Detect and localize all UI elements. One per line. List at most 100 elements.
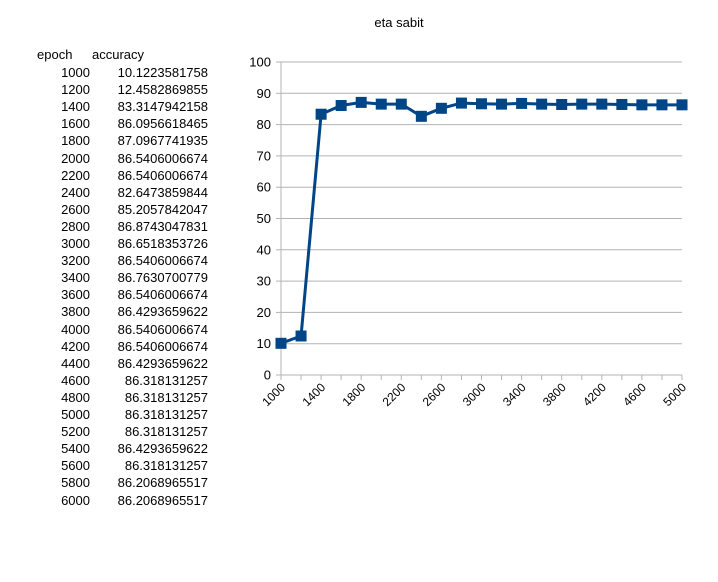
y-tick-label: 90: [257, 86, 271, 101]
data-point: [656, 99, 668, 111]
table-row: 5800 86.2068965517: [0, 475, 210, 492]
table-row: 3400 86.7630700779: [0, 270, 210, 287]
epoch-cell: 2200: [61, 167, 90, 183]
epoch-cell: 2800: [61, 218, 90, 234]
x-tick-label: 1800: [340, 380, 369, 409]
header-epoch: epoch: [37, 47, 73, 62]
epoch-cell: 1200: [61, 82, 90, 98]
data-point: [616, 98, 628, 110]
data-point: [335, 100, 347, 112]
table-row: 2200 86.5406006674: [0, 168, 210, 185]
accuracy-cell: 86.5406006674: [117, 321, 208, 337]
table-row: 5200 86.318131257: [0, 424, 210, 441]
data-point: [636, 99, 648, 111]
accuracy-cell: 86.4293659622: [117, 304, 208, 320]
table-row: 4200 86.5406006674: [0, 339, 210, 356]
header-accuracy: accuracy: [92, 47, 145, 62]
x-tick-label: 2600: [420, 380, 449, 409]
series-line: [280, 100, 682, 345]
epoch-cell: 1600: [61, 116, 90, 132]
table-row: 3000 86.6518353726: [0, 236, 210, 253]
table-row: 4400 86.4293659622: [0, 356, 210, 373]
epoch-cell: 3600: [61, 287, 90, 303]
table-row: 2000 86.5406006674: [0, 151, 210, 168]
accuracy-cell: 86.318131257: [124, 458, 208, 474]
y-tick-label: 0: [264, 368, 271, 383]
accuracy-cell: 83.3147942158: [117, 99, 208, 115]
y-tick-label: 10: [257, 336, 271, 351]
x-tick-label: 2200: [380, 380, 409, 409]
epoch-cell: 1000: [61, 65, 90, 80]
epoch-cell: 5400: [61, 441, 90, 457]
table-row: 1200 12.4582869855: [0, 82, 210, 99]
table-header: epoch accuracy: [0, 47, 210, 64]
x-tick-label: 1400: [299, 380, 328, 409]
accuracy-cell: 85.2057842047: [117, 201, 208, 217]
epoch-cell: 1400: [61, 99, 90, 115]
epoch-cell: 3000: [61, 236, 90, 251]
y-tick-label: 40: [257, 242, 271, 257]
table-row: 3200 86.5406006674: [0, 253, 210, 270]
accuracy-cell: 86.318131257: [124, 407, 208, 422]
table-row: 1400 83.3147942158: [0, 99, 210, 116]
table-row: 5400 86.4293659622: [0, 441, 210, 458]
y-tick-label: 20: [257, 305, 271, 320]
accuracy-cell: 86.5406006674: [117, 338, 208, 354]
table-row: 3600 86.5406006674: [0, 287, 210, 304]
epoch-cell: 2000: [61, 150, 90, 166]
accuracy-cell: 86.5406006674: [117, 287, 208, 303]
epoch-cell: 3400: [61, 270, 90, 286]
accuracy-cell: 86.318131257: [124, 424, 208, 440]
table-row: 4000 86.5406006674: [0, 322, 210, 339]
epoch-cell: 5000: [61, 407, 90, 422]
epoch-cell: 4000: [61, 321, 90, 337]
epoch-cell: 4600: [61, 372, 90, 388]
x-tick-label: 4200: [580, 380, 609, 409]
data-point: [516, 97, 528, 109]
accuracy-cell: 86.2068965517: [117, 475, 208, 491]
epoch-cell: 4800: [61, 389, 90, 405]
accuracy-cell: 86.4293659622: [117, 355, 208, 371]
accuracy-cell: 86.5406006674: [117, 150, 208, 166]
epoch-cell: 3800: [61, 304, 90, 320]
x-tick-label: 1000: [259, 380, 288, 409]
x-tick-label: 4600: [620, 380, 649, 409]
accuracy-cell: 86.2068965517: [117, 492, 208, 508]
table-row: 2600 85.2057842047: [0, 202, 210, 219]
accuracy-cell: 86.8743047831: [117, 218, 208, 234]
data-point: [275, 337, 287, 349]
table-row: 2400 82.6473859844: [0, 185, 210, 202]
accuracy-cell: 87.0967741935: [117, 133, 208, 149]
y-tick-label: 60: [257, 180, 271, 195]
accuracy-cell: 86.0956618465: [117, 116, 208, 132]
table-row: 1600 86.0956618465: [0, 116, 210, 133]
y-tick-label: 80: [257, 117, 271, 132]
epoch-cell: 2400: [61, 184, 90, 200]
y-tick-label: 50: [257, 211, 271, 226]
data-point: [476, 98, 487, 110]
x-tick-label: 3800: [540, 380, 569, 409]
data-point: [375, 98, 387, 110]
data-point: [395, 98, 407, 110]
accuracy-cell: 86.318131257: [124, 372, 208, 388]
epoch-cell: 2600: [61, 201, 90, 217]
table-row: 1800 87.0967741935: [0, 133, 210, 150]
data-point: [435, 102, 447, 114]
accuracy-cell: 86.5406006674: [117, 167, 208, 183]
data-point: [536, 98, 548, 110]
accuracy-cell: 86.7630700779: [117, 270, 208, 286]
accuracy-cell: 10.1223581758: [117, 65, 208, 80]
y-tick-label: 30: [257, 274, 271, 289]
x-tick-label: 3400: [500, 380, 529, 409]
data-point: [556, 98, 568, 110]
epoch-cell: 1800: [61, 133, 90, 149]
table-row: 5600 86.318131257: [0, 458, 210, 475]
y-tick-label: 70: [257, 148, 271, 163]
epoch-cell: 4400: [61, 355, 90, 371]
data-point: [355, 96, 367, 108]
data-point: [676, 99, 688, 111]
y-tick-label: 100: [249, 55, 271, 70]
epoch-cell: 3200: [61, 253, 90, 269]
x-tick-label: 5000: [660, 380, 689, 409]
